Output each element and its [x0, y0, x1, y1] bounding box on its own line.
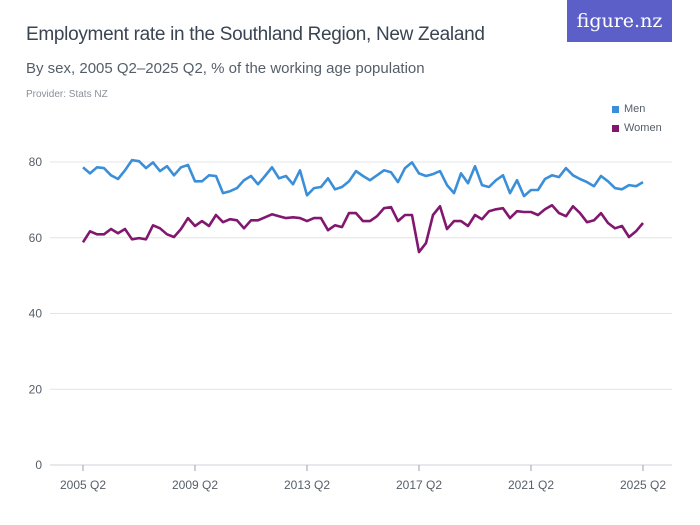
legend-swatch-women	[612, 124, 619, 132]
y-tick-label: 0	[35, 458, 42, 472]
x-tick-label: 2025 Q2	[620, 478, 666, 492]
y-tick-label: 60	[29, 231, 43, 245]
legend-item-women: Women	[612, 122, 662, 134]
chart-title: Employment rate in the Southland Region,…	[26, 24, 485, 45]
figure-nz-logo[interactable]: figure.nz	[567, 0, 672, 42]
y-tick-label: 80	[29, 155, 43, 169]
y-tick-label: 40	[29, 307, 43, 321]
x-tick-label: 2013 Q2	[284, 478, 330, 492]
legend-label-women: Women	[624, 122, 662, 134]
series-line-women	[81, 203, 644, 254]
series-line-men	[82, 158, 644, 198]
x-tick-label: 2017 Q2	[396, 478, 442, 492]
x-tick-label: 2021 Q2	[508, 478, 554, 492]
legend-swatch-men	[612, 105, 619, 113]
x-tick-label: 2005 Q2	[60, 478, 106, 492]
x-tick-label: 2009 Q2	[172, 478, 218, 492]
chart-subtitle: By sex, 2005 Q2–2025 Q2, % of the workin…	[26, 60, 425, 77]
provider-label: Provider: Stats NZ	[26, 89, 108, 100]
legend-label-men: Men	[624, 103, 646, 115]
y-tick-label: 20	[29, 382, 43, 396]
legend-item-men: Men	[612, 103, 645, 115]
